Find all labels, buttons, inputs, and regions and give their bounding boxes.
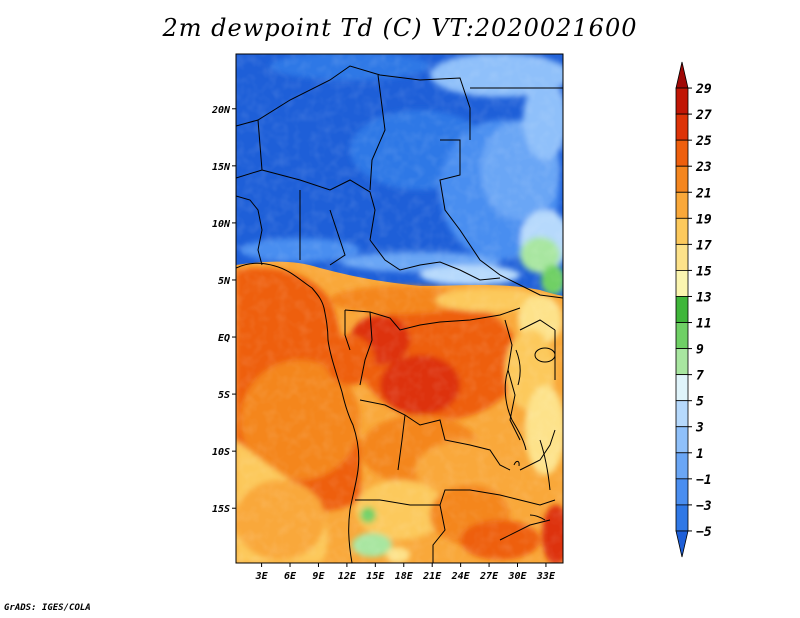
lon-tick-label: 33E (536, 571, 556, 582)
lon-tick-label: 21E (422, 571, 442, 582)
dewpoint-field (236, 54, 563, 563)
colorbar-label: 5 (696, 395, 704, 410)
colorbar-swatch (675, 478, 689, 506)
colorbar-swatch (675, 296, 689, 323)
map-frame (235, 53, 564, 564)
colorbar-label: 17 (696, 238, 712, 253)
colorbar-swatch (675, 400, 689, 428)
grads-credit: GrADS: IGES/COLA (4, 603, 91, 613)
colorbar-swatch (675, 139, 689, 167)
lat-tick-label: 10S (212, 447, 230, 458)
lon-tick-label: 12E (338, 571, 357, 582)
lon-tick-label: 18E (395, 571, 414, 582)
lat-tick-label: EQ (218, 333, 230, 344)
lon-tick-label: 9E (312, 571, 325, 582)
lon-tick-label: 3E (255, 571, 269, 582)
lon-axis: 3E 6E 9E 12E 15E 18E 21E 24E 27E 30E 33E (255, 563, 556, 582)
colorbar-swatch (675, 270, 689, 297)
lat-axis: 20N 15N 10N 5N EQ 5S 10S 15S (211, 105, 236, 515)
lat-tick-label: 5N (218, 276, 231, 287)
colorbar-swatch (675, 243, 689, 271)
lat-tick-label: 20N (211, 105, 231, 116)
lat-tick-label: 15S (212, 504, 230, 515)
lon-tick-label: 27E (479, 571, 499, 582)
colorbar-label: 9 (696, 343, 704, 358)
colorbar: 29 27 25 23 21 19 17 15 13 11 9 7 5 3 1 −1 −3 −5 (675, 61, 712, 558)
colorbar-swatch (675, 452, 689, 480)
colorbar-swatch (675, 165, 689, 193)
colorbar-label: −1 (696, 473, 712, 488)
colorbar-swatch (675, 61, 689, 89)
country-borders (236, 65, 563, 563)
colorbar-swatch (675, 504, 689, 532)
colorbar-label: 21 (695, 186, 712, 201)
colorbar-label: 1 (696, 447, 704, 462)
colorbar-label: 27 (695, 108, 712, 123)
colorbar-label: 15 (696, 264, 712, 279)
colorbar-label: 13 (696, 290, 712, 305)
lon-tick-label: 24E (451, 571, 471, 582)
colorbar-swatch (675, 113, 689, 141)
colorbar-label: −5 (696, 525, 712, 540)
colorbar-label: 25 (695, 134, 712, 149)
colorbar-label: 29 (695, 82, 712, 97)
lat-tick-label: 10N (212, 219, 231, 230)
lon-tick-label: 6E (284, 571, 297, 582)
colorbar-swatch (675, 426, 689, 454)
lat-tick-label: 15N (212, 162, 231, 173)
lat-tick-label: 5S (218, 390, 230, 401)
colorbar-swatch (675, 374, 689, 402)
colorbar-label: 3 (695, 421, 704, 436)
colorbar-label: 23 (695, 160, 712, 175)
colorbar-label: −3 (696, 499, 712, 514)
lon-tick-label: 30E (507, 571, 527, 582)
colorbar-swatch (675, 530, 689, 558)
colorbar-swatch (675, 217, 689, 245)
colorbar-swatch (675, 348, 689, 376)
colorbar-swatch (675, 322, 689, 349)
colorbar-label: 19 (696, 212, 712, 227)
colorbar-label: 11 (696, 317, 712, 332)
colorbar-swatch (675, 191, 689, 219)
lon-tick-label: 15E (366, 571, 385, 582)
colorbar-label: 7 (696, 369, 704, 384)
map-title: 2m dewpoint Td (C) VT:2020021600 (162, 14, 638, 42)
colorbar-swatch (675, 87, 689, 115)
